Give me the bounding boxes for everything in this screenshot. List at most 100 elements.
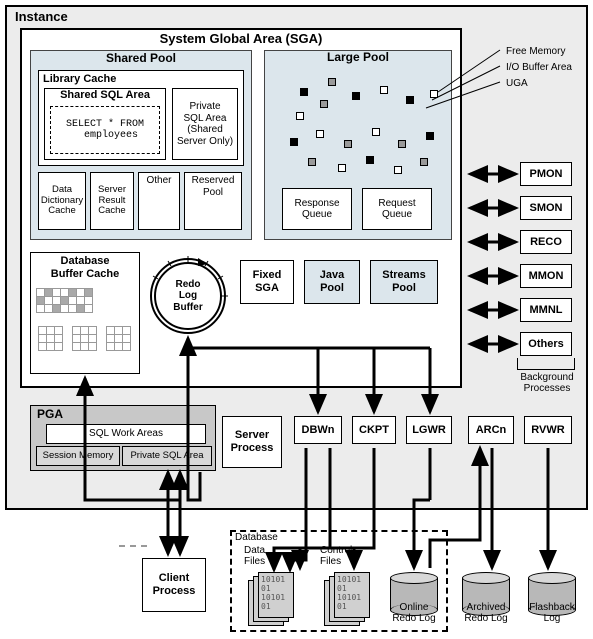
data-files-text: Data Files	[244, 545, 265, 567]
control-files-label: Control Files	[320, 545, 352, 567]
rvwr-label: RVWR	[531, 424, 564, 437]
memory-dot-icon	[426, 132, 434, 140]
session-mem-label: Session Memory	[43, 451, 114, 462]
sql-text: SELECT * FROM employees	[66, 119, 144, 142]
mmon-process: MMON	[520, 264, 572, 288]
data-dictionary-cache: Data Dictionary Cache	[38, 172, 86, 230]
file-bits: 10101 01 10101 01	[261, 575, 285, 611]
reco-process: RECO	[520, 230, 572, 254]
other-label: Other	[146, 175, 171, 187]
legend-io-text: I/O Buffer Area	[506, 62, 572, 73]
memory-dot-icon	[352, 92, 360, 100]
legend-free-memory: Free Memory	[506, 46, 565, 57]
memory-dot-icon	[420, 158, 428, 166]
sql-statement: SELECT * FROM employees	[50, 106, 160, 154]
memory-dot-icon	[328, 78, 336, 86]
memory-dot-icon	[316, 130, 324, 138]
other-pool: Other	[138, 172, 180, 230]
bg-proc-text: Background Processes	[520, 372, 573, 394]
control-files-icon: 10101 01 10101 01	[324, 572, 368, 626]
database-label: Database	[235, 532, 278, 543]
memory-dot-icon	[300, 88, 308, 96]
pga-title: PGA	[37, 408, 63, 422]
memory-dot-icon	[296, 112, 304, 120]
memory-dot-icon	[372, 128, 380, 136]
memory-dot-icon	[398, 140, 406, 148]
pmon-process: PMON	[520, 162, 572, 186]
request-queue: Request Queue	[362, 188, 432, 230]
mmnl-label: MMNL	[530, 304, 563, 317]
memory-dot-icon	[430, 90, 438, 98]
bg-processes-label: Background Processes	[512, 372, 582, 394]
server-process-label: Server Process	[231, 429, 274, 454]
instance-title: Instance	[15, 10, 68, 25]
data-files-icon: 10101 01 10101 01	[248, 572, 292, 626]
private-sql-label: Private SQL Area (Shared Server Only)	[177, 101, 233, 147]
client-process-label: Client Process	[153, 572, 196, 597]
ckpt-label: CKPT	[359, 424, 389, 437]
sql-work-label: SQL Work Areas	[89, 428, 163, 440]
mmnl-process: MMNL	[520, 298, 572, 322]
smon-process: SMON	[520, 196, 572, 220]
pmon-label: PMON	[530, 168, 563, 181]
java-pool-label: Java Pool	[320, 269, 344, 294]
java-pool: Java Pool	[304, 260, 360, 304]
control-files-text: Control Files	[320, 545, 352, 567]
legend-io-buffer: I/O Buffer Area	[506, 62, 572, 73]
arcn-label: ARCn	[476, 424, 507, 437]
rvwr-process: RVWR	[524, 416, 572, 444]
streams-pool-label: Streams Pool	[382, 269, 425, 294]
flashback-log-label: Flashback Log	[522, 602, 582, 624]
redo-log-buffer: Redo Log Buffer	[150, 258, 226, 334]
reserved-pool: Reserved Pool	[184, 172, 242, 230]
fixed-sga: Fixed SGA	[240, 260, 294, 304]
database-text: Database	[235, 532, 278, 543]
flashback-text: Flashback Log	[529, 602, 575, 624]
library-cache-title: Library Cache	[43, 73, 116, 86]
buffer-grid-icon	[36, 288, 134, 368]
private-sql-area-pga: Private SQL Area	[122, 446, 212, 466]
mmon-label: MMON	[529, 270, 564, 283]
dbc-label: Database Buffer Cache	[51, 255, 119, 280]
data-files-label: Data Files	[244, 545, 265, 567]
shared-sql-title: Shared SQL Area	[60, 89, 150, 102]
sga-title: System Global Area (SGA)	[160, 32, 323, 47]
memory-dot-icon	[366, 156, 374, 164]
server-result-cache: Server Result Cache	[90, 172, 134, 230]
memory-dot-icon	[290, 138, 298, 146]
file-bits-2: 10101 01 10101 01	[337, 575, 361, 611]
legend-uga-text: UGA	[506, 78, 528, 89]
archived-redo-log-label: Archived Redo Log	[456, 602, 516, 624]
large-pool-title: Large Pool	[327, 51, 389, 65]
lgwr-label: LGWR	[412, 424, 446, 437]
private-sql-area-lib: Private SQL Area (Shared Server Only)	[172, 88, 238, 160]
server-process: Server Process	[222, 416, 282, 468]
smon-label: SMON	[530, 202, 563, 215]
memory-dot-icon	[344, 140, 352, 148]
request-queue-label: Request Queue	[378, 198, 415, 221]
client-process: Client Process	[142, 558, 206, 612]
legend-uga: UGA	[506, 78, 528, 89]
lgwr-process: LGWR	[406, 416, 452, 444]
online-redo-log-label: Online Redo Log	[384, 602, 444, 624]
memory-dot-icon	[320, 100, 328, 108]
reco-label: RECO	[530, 236, 562, 249]
online-redo-text: Online Redo Log	[392, 602, 435, 624]
src-label: Server Result Cache	[98, 185, 126, 218]
others-process: Others	[520, 332, 572, 356]
ckpt-process: CKPT	[352, 416, 396, 444]
reserved-label: Reserved Pool	[192, 175, 235, 198]
fixed-sga-label: Fixed SGA	[253, 269, 282, 294]
response-queue: Response Queue	[282, 188, 352, 230]
priv-sql-label: Private SQL Area	[130, 451, 203, 462]
shared-pool-title: Shared Pool	[106, 52, 176, 66]
others-label: Others	[528, 338, 563, 351]
arcn-process: ARCn	[468, 416, 514, 444]
bg-bracket-icon	[517, 358, 575, 370]
redo-label: Redo Log Buffer	[173, 279, 202, 314]
streams-pool: Streams Pool	[370, 260, 438, 304]
response-queue-label: Response Queue	[294, 198, 339, 221]
memory-dot-icon	[394, 166, 402, 174]
client-dashed-icon	[119, 545, 147, 547]
memory-dot-icon	[338, 164, 346, 172]
